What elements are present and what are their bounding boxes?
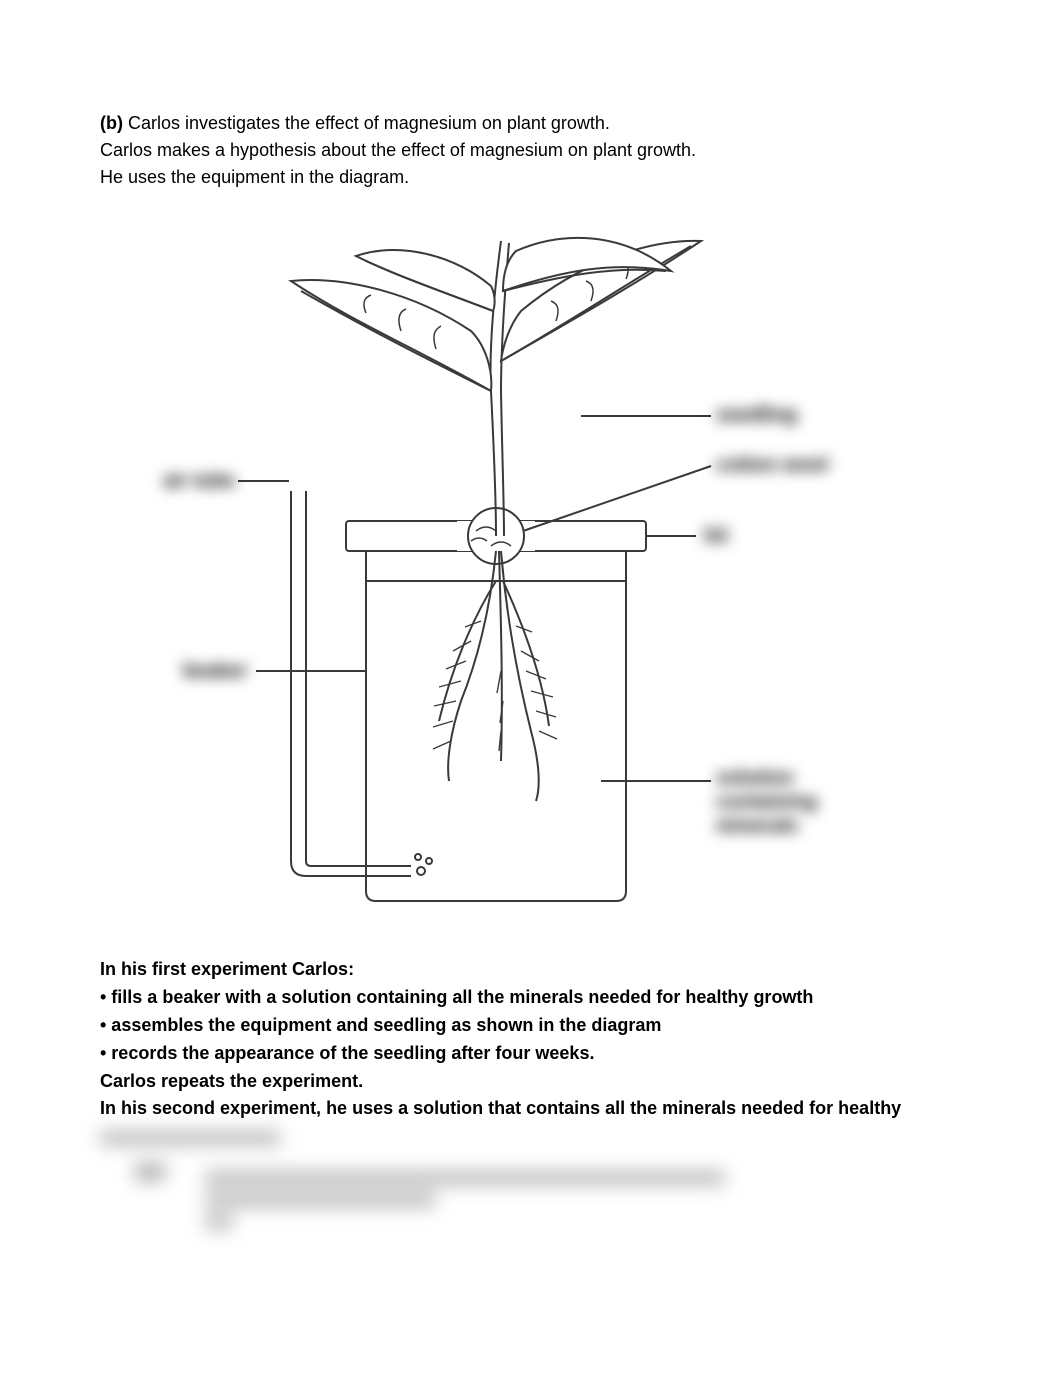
- body-line-3: In his second experiment, he uses a solu…: [100, 1095, 962, 1123]
- label-beaker: beaker: [183, 659, 248, 683]
- label-cotton-wool: cotton wool: [716, 453, 828, 477]
- body-line-1: In his first experiment Carlos:: [100, 956, 962, 984]
- intro-line-1: Carlos investigates the effect of magnes…: [123, 113, 610, 133]
- question-intro: (b) Carlos investigates the effect of ma…: [100, 110, 962, 191]
- body-line-2: Carlos repeats the experiment.: [100, 1068, 962, 1096]
- diagram-container: seedling cotton wool lid solution contai…: [100, 221, 962, 921]
- intro-line-3: He uses the equipment in the diagram.: [100, 167, 409, 187]
- body-bullet-1: • fills a beaker with a solution contain…: [100, 984, 962, 1012]
- label-solution: solution containing minerals: [716, 766, 817, 838]
- body-bullet-2: • assembles the equipment and seedling a…: [100, 1012, 962, 1040]
- label-seedling: seedling: [716, 403, 797, 427]
- experiment-description: In his first experiment Carlos: • fills …: [100, 956, 962, 1123]
- part-label: (b): [100, 113, 123, 133]
- subpart-marker: [135, 1163, 165, 1181]
- body-bullet-3: • records the appearance of the seedling…: [100, 1040, 962, 1068]
- seedling-diagram: seedling cotton wool lid solution contai…: [171, 221, 891, 921]
- label-air-tube: air tube: [163, 469, 235, 493]
- intro-line-2: Carlos makes a hypothesis about the effe…: [100, 140, 696, 160]
- blurred-content: [100, 1131, 962, 1237]
- label-lid: lid: [704, 524, 727, 548]
